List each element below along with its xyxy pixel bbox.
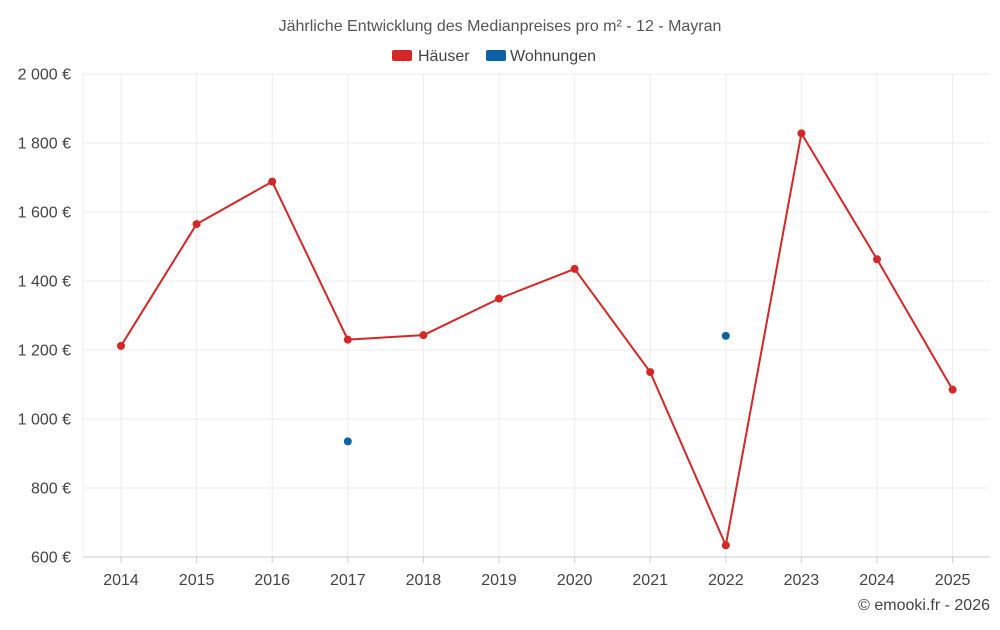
data-point-wohnungen[interactable]	[343, 437, 352, 446]
data-point-haeuser[interactable]	[268, 177, 277, 186]
data-point-haeuser[interactable]	[419, 331, 428, 340]
series	[117, 129, 957, 550]
y-tick-label: 1 600 €	[18, 205, 71, 222]
legend-item-wohnungen[interactable]: Wohnungen	[486, 48, 596, 65]
x-tick-label: 2020	[557, 572, 593, 589]
data-point-wohnungen[interactable]	[721, 331, 730, 340]
data-point-haeuser[interactable]	[948, 385, 957, 394]
legend-label-wohnungen: Wohnungen	[510, 48, 596, 65]
legend: Häuser Wohnungen	[392, 48, 596, 65]
x-tick-label: 2022	[708, 572, 744, 589]
x-tick-label: 2023	[784, 572, 820, 589]
x-tick-label: 2015	[179, 572, 215, 589]
y-tick-label: 1 000 €	[18, 412, 71, 429]
legend-item-haeuser[interactable]: Häuser	[392, 48, 470, 65]
x-tick-label: 2025	[935, 572, 971, 589]
x-tick-label: 2014	[103, 572, 139, 589]
y-tick-label: 1 200 €	[18, 343, 71, 360]
data-point-haeuser[interactable]	[873, 255, 881, 264]
legend-swatch-wohnungen	[486, 50, 506, 61]
data-point-haeuser[interactable]	[117, 341, 125, 350]
data-point-haeuser[interactable]	[570, 264, 579, 273]
y-tick-label: 1 400 €	[18, 274, 71, 291]
x-tick-label: 2019	[481, 572, 517, 589]
data-point-haeuser[interactable]	[721, 541, 730, 550]
y-tick-label: 800 €	[31, 481, 71, 498]
y-tick-label: 600 €	[31, 550, 71, 567]
x-tick-label: 2021	[632, 572, 668, 589]
x-tick-label: 2018	[406, 572, 442, 589]
data-point-haeuser[interactable]	[495, 294, 503, 303]
x-tick-label: 2017	[330, 572, 366, 589]
x-tick-label: 2016	[254, 572, 290, 589]
legend-swatch-haeuser	[392, 50, 412, 61]
data-point-haeuser[interactable]	[192, 220, 201, 229]
credit-text: © emooki.fr - 2026	[858, 597, 990, 614]
grid	[82, 73, 990, 557]
y-tick-label: 1 800 €	[18, 136, 71, 153]
data-point-haeuser[interactable]	[797, 129, 806, 138]
x-tick-label: 2024	[859, 572, 895, 589]
y-tick-label: 2 000 €	[18, 67, 71, 84]
legend-label-haeuser: Häuser	[418, 48, 470, 65]
data-point-haeuser[interactable]	[646, 368, 655, 377]
series-line-haeuser	[120, 132, 954, 547]
axes: 600 € 800 € 1 000 € 1 200 € 1 400 € 1 600 € 1 …	[18, 67, 990, 589]
chart-title: Jährliche Entwicklung des Medianpreises …	[279, 18, 722, 35]
data-point-haeuser[interactable]	[343, 335, 352, 344]
